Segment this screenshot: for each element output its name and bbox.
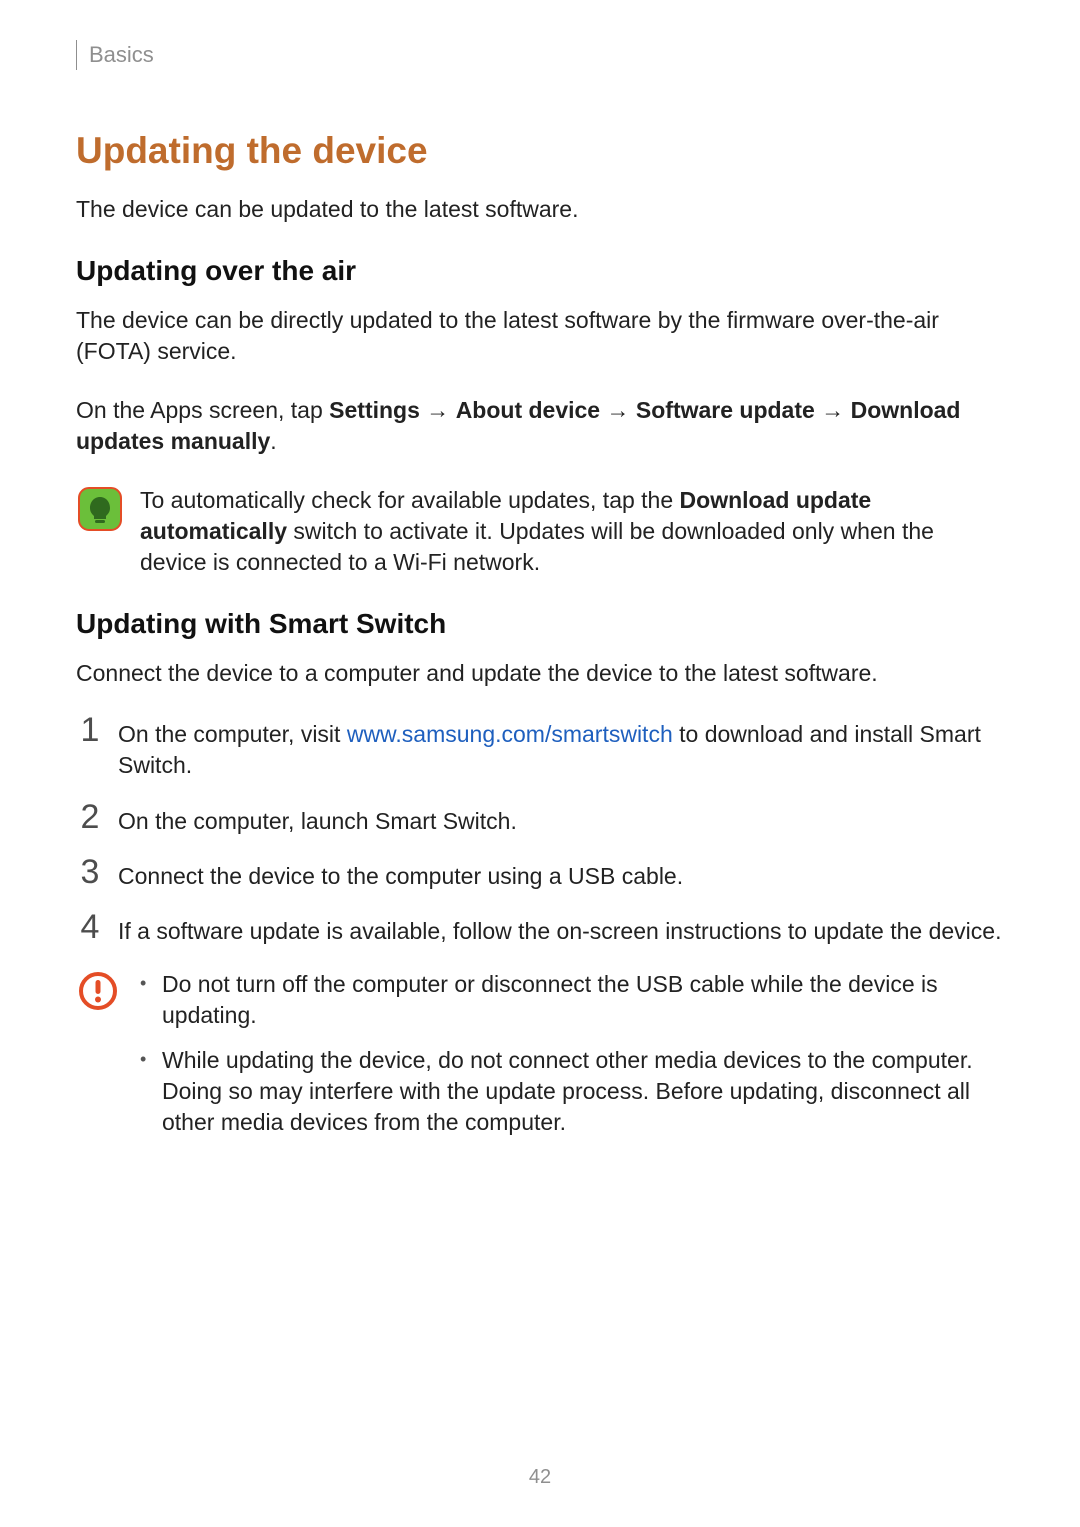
step-number: 2	[76, 800, 104, 834]
caution-2-text: While updating the device, do not connec…	[162, 1045, 1004, 1138]
manual-page: Basics Updating the device The device ca…	[0, 0, 1080, 1527]
caution-1-text: Do not turn off the computer or disconne…	[162, 969, 1004, 1031]
step-number: 3	[76, 855, 104, 889]
caution-bullets: • Do not turn off the computer or discon…	[140, 969, 1004, 1152]
ota-para2-suffix: .	[270, 428, 276, 454]
step-item: 4 If a software update is available, fol…	[76, 914, 1004, 947]
step-item: 3 Connect the device to the computer usi…	[76, 859, 1004, 892]
breadcrumb: Basics	[76, 40, 1004, 70]
tip-text: To automatically check for available upd…	[140, 485, 1004, 578]
arrow-sep: →	[420, 397, 456, 423]
ota-para2-prefix: On the Apps screen, tap	[76, 397, 329, 423]
arrow-sep: →	[600, 397, 636, 423]
caution-item: • Do not turn off the computer or discon…	[140, 969, 1004, 1031]
page-title: Updating the device	[76, 130, 1004, 172]
smartswitch-intro: Connect the device to a computer and upd…	[76, 658, 1004, 689]
bullet-dot: •	[140, 1045, 150, 1138]
caution-item: • While updating the device, do not conn…	[140, 1045, 1004, 1138]
path-settings: Settings	[329, 397, 420, 423]
path-about-device: About device	[456, 397, 600, 423]
section-heading-ota: Updating over the air	[76, 255, 1004, 287]
tip-note: To automatically check for available upd…	[76, 485, 1004, 578]
step-item: 2 On the computer, launch Smart Switch.	[76, 804, 1004, 837]
ota-para-2: On the Apps screen, tap Settings → About…	[76, 395, 1004, 457]
step-2-text: On the computer, launch Smart Switch.	[118, 804, 1004, 837]
intro-text: The device can be updated to the latest …	[76, 194, 1004, 225]
step-3-text: Connect the device to the computer using…	[118, 859, 1004, 892]
caution-icon	[78, 971, 122, 1011]
section-heading-smartswitch: Updating with Smart Switch	[76, 608, 1004, 640]
arrow-sep: →	[815, 397, 851, 423]
smartswitch-steps: 1 On the computer, visit www.samsung.com…	[76, 717, 1004, 946]
step-1-pre: On the computer, visit	[118, 721, 347, 747]
path-software-update: Software update	[636, 397, 815, 423]
ota-para-1: The device can be directly updated to th…	[76, 305, 1004, 367]
step-number: 1	[76, 713, 104, 747]
step-number: 4	[76, 910, 104, 944]
step-4-text: If a software update is available, follo…	[118, 914, 1004, 947]
smartswitch-link[interactable]: www.samsung.com/smartswitch	[347, 721, 673, 747]
caution-note: • Do not turn off the computer or discon…	[76, 969, 1004, 1152]
page-number: 42	[0, 1466, 1080, 1489]
tip-icon	[78, 487, 122, 531]
step-item: 1 On the computer, visit www.samsung.com…	[76, 717, 1004, 781]
bullet-dot: •	[140, 969, 150, 1031]
step-1-text: On the computer, visit www.samsung.com/s…	[118, 717, 1004, 781]
tip-pre: To automatically check for available upd…	[140, 487, 680, 513]
